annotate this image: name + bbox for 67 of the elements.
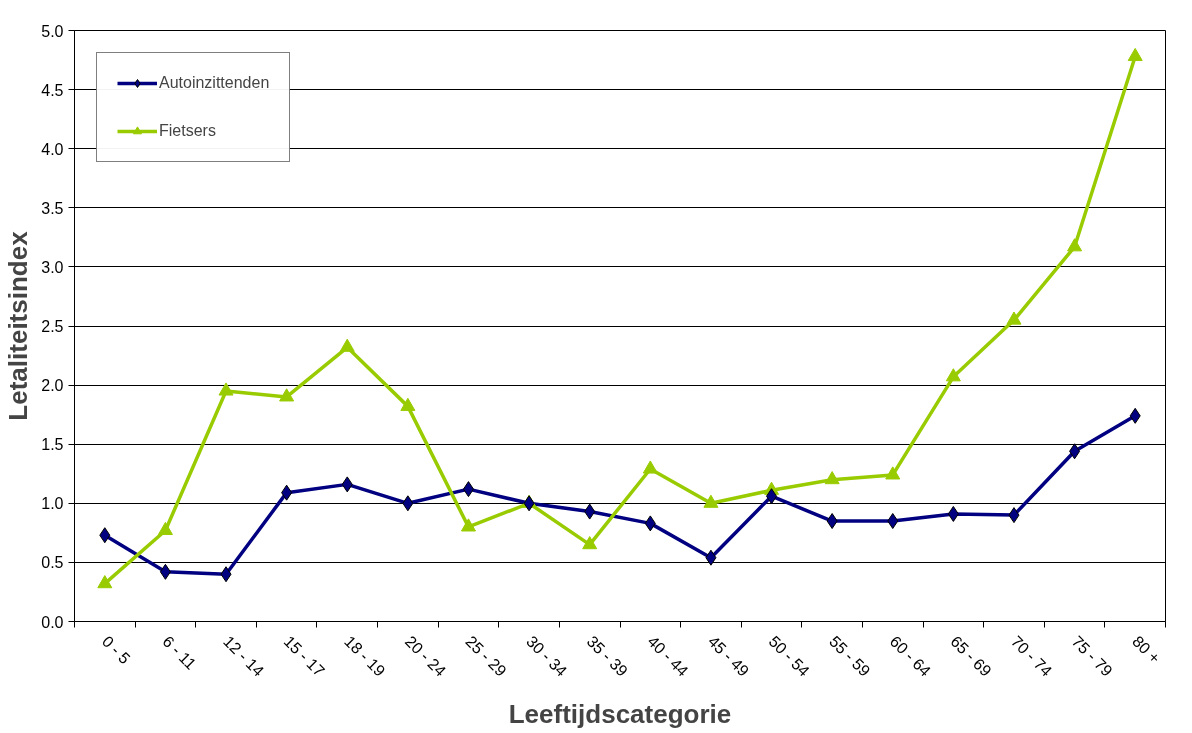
point [218,382,234,396]
point [523,495,535,512]
y-axis-title: Letaliteitsindex [3,230,34,421]
point [279,388,295,402]
point [1067,238,1083,252]
y-tick-label: 3.0 [41,258,64,276]
point [1127,47,1143,62]
point [1006,311,1022,325]
y-tick-label: 5.0 [41,22,64,40]
x-tick-label: 18 - 19 [341,632,389,680]
point [1129,407,1141,424]
y-tick-label: 1.0 [41,495,64,513]
point [947,505,959,522]
point [945,368,961,382]
x-tick-label: 80 + [1129,632,1164,667]
point [885,466,901,480]
point [1008,507,1020,524]
point [887,513,899,530]
y-tick-label: 0.0 [41,613,64,631]
point [341,476,353,493]
y-tick-label: 3.5 [41,199,64,217]
point [402,495,414,512]
x-tick-label: 20 - 24 [401,632,450,680]
point [97,575,113,589]
x-axis-title: Leeftijdscategorie [508,698,732,729]
x-tick-label: 0 - 5 [98,632,134,668]
point [159,563,171,580]
x-tick-label: 70 - 74 [1007,632,1056,680]
point [644,515,656,532]
point [766,488,778,505]
point [157,521,173,536]
x-tick-label: 12 - 14 [220,632,268,680]
x-tick-label: 55 - 59 [826,632,874,680]
point [584,503,596,520]
y-tick-label: 2.0 [41,377,64,395]
point [462,481,474,498]
point [339,338,355,352]
x-tick-label: 40 - 44 [644,632,692,680]
x-tick-label: 30 - 34 [523,632,571,680]
y-tick-label: 0.5 [41,554,64,572]
x-tick-label: 65 - 69 [947,632,995,680]
legend-label: Autoinzittenden [159,74,270,92]
y-tick-label: 2.5 [41,318,64,335]
x-tick-label: 15 - 17 [280,632,328,680]
x-tick-label: 25 - 29 [462,632,510,680]
point [220,566,232,583]
y-tick-label: 4.0 [41,140,64,158]
point [281,484,293,501]
point [826,513,838,530]
point [705,549,717,566]
x-tick-label: 50 - 54 [765,632,813,680]
point [400,397,416,411]
x-tick-label: 6 - 11 [159,632,200,673]
x-tick-label: 60 - 64 [886,632,935,680]
point [460,518,476,532]
point [99,527,111,544]
point [824,471,840,485]
x-tick-label: 45 - 49 [704,632,753,680]
point [703,494,719,508]
point [582,536,598,550]
legend-label: Fietsers [159,122,216,140]
y-tick-label: 1.5 [41,436,64,454]
point [1069,443,1081,460]
y-tick-label: 4.5 [41,81,64,99]
point [642,460,658,474]
x-tick-label: 35 - 39 [583,632,631,680]
x-tick-label: 75 - 79 [1068,632,1116,680]
